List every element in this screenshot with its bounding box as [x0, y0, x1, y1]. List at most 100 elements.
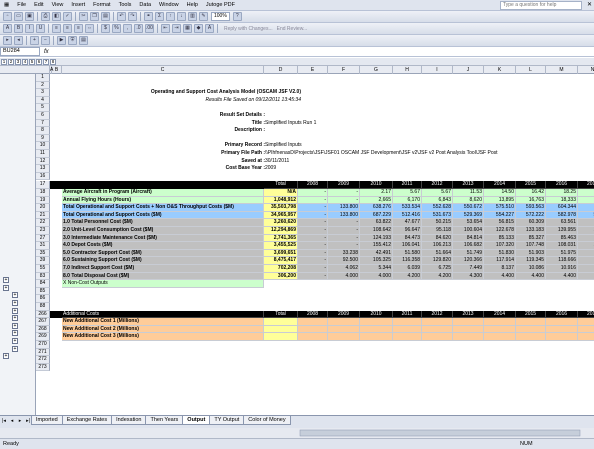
- additional-cost-value[interactable]: [546, 318, 578, 326]
- cost-category-value[interactable]: -: [328, 234, 360, 243]
- metric-value[interactable]: 529.369: [453, 211, 484, 220]
- additional-cost-value[interactable]: [298, 325, 328, 334]
- metric-total[interactable]: N/A: [264, 189, 298, 197]
- cost-category-value[interactable]: 63.561: [546, 219, 578, 227]
- column-header-b[interactable]: B: [52, 66, 62, 74]
- additional-cost-value[interactable]: [546, 325, 578, 334]
- metric-value[interactable]: 133.800: [328, 204, 360, 212]
- sheet-tab-exchange-rates[interactable]: Exchange Rates: [61, 416, 113, 425]
- additional-cost-value[interactable]: [393, 318, 422, 326]
- metric-value[interactable]: 2.17: [360, 189, 393, 197]
- row-header[interactable]: 271: [36, 348, 50, 357]
- cost-category-value[interactable]: 120.366: [453, 257, 484, 265]
- row-header[interactable]: 272: [36, 356, 50, 364]
- metric-value[interactable]: 18,333: [546, 196, 578, 205]
- metric-value[interactable]: 19,1: [578, 196, 594, 205]
- cost-category-value[interactable]: 4.4: [578, 272, 594, 281]
- metric-value[interactable]: 604.344: [546, 204, 578, 212]
- font-combo-icon[interactable]: A: [3, 24, 12, 33]
- row-header-7[interactable]: 7: [36, 119, 50, 128]
- additional-cost-value[interactable]: [484, 318, 516, 326]
- group-icon[interactable]: ▸: [3, 36, 12, 45]
- row-header-11[interactable]: 11: [36, 150, 50, 158]
- row-header[interactable]: 27: [36, 234, 50, 243]
- cost-category-value[interactable]: 51.975: [546, 249, 578, 258]
- cost-category-value[interactable]: 51.664: [422, 249, 453, 258]
- menu-format[interactable]: Format: [93, 1, 111, 8]
- metric-value[interactable]: -: [298, 189, 328, 197]
- detail-value[interactable]: Simplified Inputs: [265, 142, 302, 149]
- expand-group-icon[interactable]: +: [12, 338, 18, 344]
- metric-value[interactable]: 611.0: [578, 204, 594, 212]
- metric-value[interactable]: 16.42: [516, 189, 546, 197]
- cost-category-value[interactable]: 33.238: [328, 249, 360, 258]
- metric-value[interactable]: 2,665: [360, 196, 393, 205]
- borders-icon[interactable]: ▦: [183, 24, 192, 33]
- end-review-button[interactable]: End Review...: [276, 25, 308, 32]
- metric-value[interactable]: 5.67: [422, 189, 453, 197]
- additional-cost-value[interactable]: [422, 325, 453, 334]
- help-search-input[interactable]: Type a question for help: [500, 1, 582, 10]
- cost-category-value[interactable]: -: [298, 272, 328, 281]
- cost-category-value[interactable]: 66.7: [578, 219, 594, 227]
- detail-value[interactable]: Simplified Inputs Run 1: [265, 119, 317, 126]
- align-right-icon[interactable]: ≡: [74, 24, 83, 33]
- sheet-tab-indexation[interactable]: Indexation: [111, 416, 147, 425]
- increase-decimal-icon[interactable]: .0: [134, 24, 143, 33]
- row-header-10[interactable]: 10: [36, 142, 50, 150]
- comma-icon[interactable]: ,: [123, 24, 132, 33]
- expand-group-icon[interactable]: +: [12, 330, 18, 337]
- cost-category-value[interactable]: 106.213: [422, 242, 453, 250]
- bold-icon[interactable]: B: [14, 24, 23, 33]
- row-header[interactable]: 88: [36, 303, 50, 311]
- last-sheet-icon[interactable]: ▸|: [26, 418, 30, 424]
- sheet-tab-ty-output[interactable]: TY Output: [209, 416, 245, 425]
- metric-value[interactable]: -: [298, 211, 328, 220]
- cost-category-value[interactable]: -: [328, 227, 360, 235]
- sheet-tab-imported[interactable]: Imported: [31, 416, 63, 425]
- expand-group-icon[interactable]: +: [3, 284, 9, 291]
- cost-category-value[interactable]: 4.400: [484, 272, 516, 281]
- additional-cost-value[interactable]: [484, 325, 516, 334]
- cost-category-value[interactable]: 106.682: [453, 242, 484, 250]
- metric-value[interactable]: 687.229: [360, 211, 393, 220]
- row-header[interactable]: 18: [36, 189, 50, 197]
- name-box[interactable]: BU284: [0, 47, 40, 56]
- column-header-j[interactable]: J: [453, 66, 484, 74]
- metric-total[interactable]: 1,048,912: [264, 196, 298, 205]
- cost-category-value[interactable]: 105.325: [360, 257, 393, 265]
- cost-category-value[interactable]: 117.914: [484, 257, 516, 265]
- cost-category-value[interactable]: 96.647: [393, 227, 422, 235]
- additional-cost-value[interactable]: [453, 318, 484, 326]
- detail-value[interactable]: 2009: [265, 165, 277, 172]
- cost-category-value[interactable]: 119.345: [516, 257, 546, 265]
- cost-category-value[interactable]: -: [328, 219, 360, 227]
- cost-category-value[interactable]: 100.604: [453, 227, 484, 235]
- cost-category-value[interactable]: 4.000: [328, 272, 360, 281]
- metric-value[interactable]: 133.800: [328, 211, 360, 220]
- font-color-icon[interactable]: A: [205, 24, 214, 33]
- vba-icon[interactable]: ▤: [79, 36, 88, 45]
- menu-edit[interactable]: Edit: [34, 1, 44, 8]
- outline-level-1[interactable]: 1: [1, 58, 7, 65]
- metric-value[interactable]: 582.978: [546, 211, 578, 220]
- row-header[interactable]: 273: [36, 363, 50, 372]
- column-header-n[interactable]: N: [578, 66, 594, 74]
- metric-value[interactable]: 572.222: [516, 211, 546, 220]
- cost-category-value[interactable]: -: [298, 227, 328, 235]
- additional-cost-value[interactable]: [328, 325, 360, 334]
- row-header[interactable]: 86: [36, 295, 50, 303]
- additional-cost-value[interactable]: [516, 318, 546, 326]
- column-header-k[interactable]: K: [484, 66, 516, 74]
- hyperlink-icon[interactable]: ⚭: [144, 12, 153, 21]
- cost-category-value[interactable]: 6.725: [422, 265, 453, 273]
- metric-value[interactable]: 6,843: [422, 196, 453, 205]
- metric-value[interactable]: 575.510: [484, 204, 516, 212]
- metric-value[interactable]: 18.25: [546, 189, 578, 197]
- expand-group-icon[interactable]: +: [12, 292, 18, 299]
- expand-group-icon[interactable]: +: [12, 307, 18, 314]
- metric-value[interactable]: 531.673: [422, 211, 453, 220]
- macro-icon[interactable]: ▶: [57, 36, 66, 45]
- security-icon[interactable]: ⛨: [68, 36, 77, 45]
- additional-cost-value[interactable]: [516, 325, 546, 334]
